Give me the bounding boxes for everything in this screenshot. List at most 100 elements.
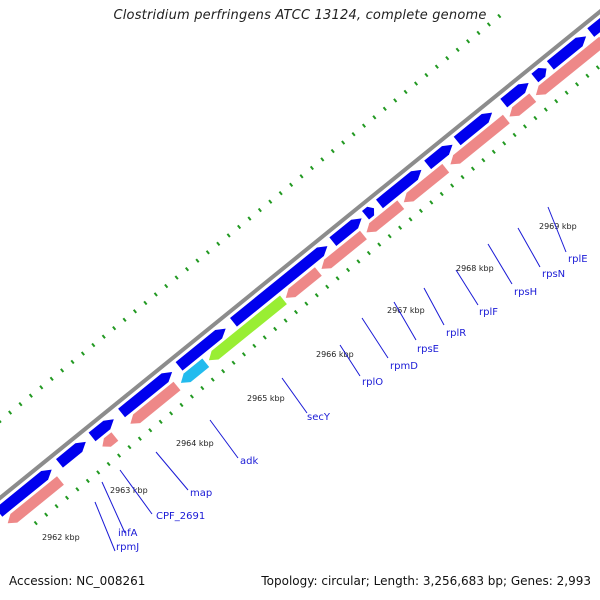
forward-gene [56,441,86,468]
inner-tick [293,309,299,315]
gene-leader-line [339,344,361,377]
inner-tick [387,233,392,239]
inner-tick [85,478,90,484]
inner-tick [200,385,205,391]
outer-tick [195,258,200,263]
reverse-gene [285,267,322,298]
inner-tick [189,394,194,399]
inner-tick [522,124,528,129]
outer-tick [226,233,231,238]
reverse-gene [180,358,210,383]
outer-tick [299,174,304,179]
inner-tick [564,90,569,95]
inner-tick [137,436,142,441]
inner-tick [231,360,236,365]
outer-tick [455,47,460,52]
forward-gene [453,112,493,146]
outer-tick [28,393,33,398]
inner-tick [241,352,246,357]
forward-gene [500,83,529,108]
inner-tick [460,174,465,180]
outer-tick [372,115,377,120]
gene-leader-line [119,469,153,515]
inner-tick [169,411,174,416]
inner-tick [481,158,486,163]
inner-tick [418,208,423,214]
inner-tick [377,242,382,247]
inner-tick [117,453,122,458]
inner-tick [54,504,59,509]
outer-tick [466,39,471,44]
outer-tick [205,250,210,255]
inner-tick [283,318,288,323]
forward-gene [118,372,173,418]
gene-label: map [190,488,212,499]
gene-label: rpsN [542,269,565,280]
reverse-gene [535,36,600,96]
outer-tick [351,131,356,137]
outer-tick [341,140,346,145]
gene-label: adk [240,456,258,467]
gene-label: rpmJ [116,542,139,553]
inner-tick [304,301,309,306]
inner-tick [106,461,111,467]
scale-label: 2963 kbp [110,486,148,495]
outer-tick [413,81,419,86]
forward-gene [329,218,362,246]
outer-tick [49,376,54,382]
inner-tick [502,141,507,146]
gene-leader-line [547,206,567,253]
inner-tick [533,115,538,121]
gene-leader-line [209,419,239,459]
gene-label: rpsE [417,344,439,355]
outer-tick [101,334,106,339]
outer-tick [91,342,96,348]
forward-gene [175,328,226,371]
outer-tick [320,157,325,162]
reverse-gene [208,295,287,361]
inner-tick [398,225,403,230]
outer-tick [257,207,262,213]
forward-gene [88,419,114,442]
gene-leader-line [94,501,116,552]
outer-tick [70,359,75,365]
inner-tick [595,65,600,70]
inner-tick [470,166,475,171]
inner-tick-ring [33,65,600,526]
gene-leader-line [423,287,445,326]
inner-tick [44,512,49,517]
forward-gene [362,206,375,220]
inner-tick [554,98,559,104]
outer-tick [112,326,117,331]
outer-tick [174,275,179,280]
inner-tick [543,107,548,112]
gene-label: rplF [479,307,498,318]
outer-tick [132,309,138,314]
reverse-gene [509,93,537,117]
inner-tick [585,73,590,79]
outer-tick [8,410,13,415]
genome-summary-text: Topology: circular; Length: 3,256,683 bp… [261,574,591,588]
map-title: Clostridium perfringens ATCC 13124, comp… [113,8,487,23]
genome-backbone [0,9,600,501]
outer-tick [476,30,481,36]
inner-tick [221,369,226,374]
forward-gene [0,469,52,517]
accession-text: Accession: NC_008261 [9,574,146,588]
forward-gene [376,169,422,209]
gene-label: CPF_2691 [156,511,205,522]
forward-gene [587,18,600,37]
inner-tick [346,267,351,273]
outer-tick [122,317,127,322]
forward-gene [531,68,547,83]
inner-tick [429,200,434,205]
forward-gene [546,36,587,70]
forward-gene [424,144,453,170]
scale-label: 2964 kbp [176,439,214,448]
inner-tick [450,183,455,188]
gene-labels: rpmJ infA CPF_2691 map adk secY rplO rpmD rpsE rp… [94,206,588,553]
reverse-gene [450,114,510,165]
outer-tick [80,351,85,356]
inner-tick [491,149,496,154]
backbone-line [0,9,600,501]
